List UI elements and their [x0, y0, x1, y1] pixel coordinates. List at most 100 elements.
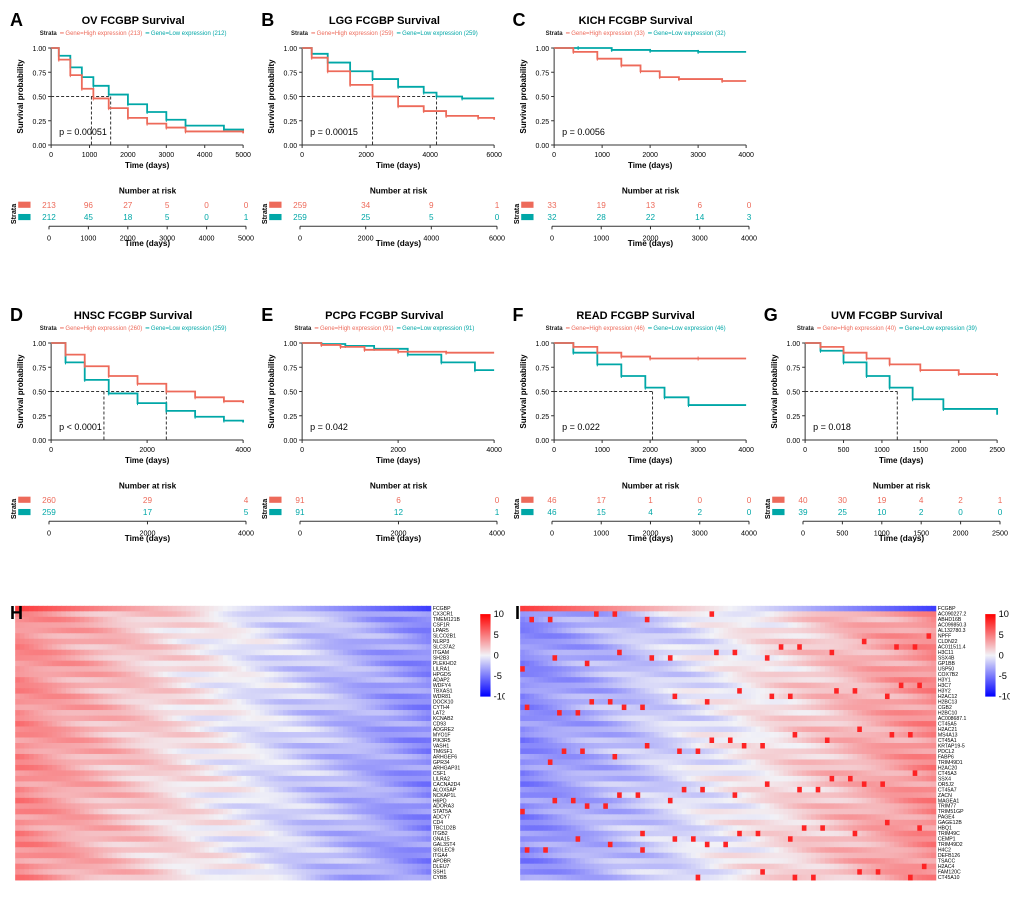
svg-text:0: 0 — [997, 508, 1002, 517]
svg-text:39: 39 — [798, 508, 808, 517]
svg-text:2000: 2000 — [139, 447, 155, 454]
km-panel-C: C KICH FCGBP Survival Strata ━ Gene=High… — [513, 10, 759, 300]
svg-text:0.00: 0.00 — [33, 438, 47, 445]
svg-text:4000: 4000 — [738, 447, 754, 454]
svg-text:Number at risk: Number at risk — [370, 481, 428, 490]
svg-text:18: 18 — [123, 213, 133, 222]
svg-text:0.25: 0.25 — [786, 414, 800, 421]
svg-text:0: 0 — [495, 496, 500, 505]
svg-text:Time (days): Time (days) — [376, 534, 422, 543]
svg-text:2000: 2000 — [120, 152, 136, 159]
svg-text:1000: 1000 — [594, 447, 610, 454]
svg-text:Time (days): Time (days) — [125, 534, 171, 543]
svg-text:Time (days): Time (days) — [879, 534, 925, 543]
svg-text:46: 46 — [547, 496, 557, 505]
panel-label: H — [10, 603, 23, 624]
km-curve: 0.00 0.25 0.50 0.75 1.00 0 2000 4000 p =… — [261, 335, 507, 465]
svg-text:6: 6 — [697, 201, 702, 210]
km-legend: Strata ━ Gene=High expression (260) ━ Ge… — [10, 325, 256, 332]
svg-text:0.50: 0.50 — [535, 95, 549, 102]
panel-label: A — [10, 10, 23, 31]
km-curve: 0.00 0.25 0.50 0.75 1.00 0 2000 4000 p <… — [10, 335, 256, 465]
svg-text:32: 32 — [547, 213, 557, 222]
svg-text:1000: 1000 — [82, 152, 98, 159]
svg-text:30: 30 — [838, 496, 848, 505]
svg-text:1500: 1500 — [912, 447, 928, 454]
svg-text:0.50: 0.50 — [33, 390, 47, 397]
svg-text:p = 0.042: p = 0.042 — [310, 422, 348, 432]
svg-text:1: 1 — [244, 213, 249, 222]
svg-text:Survival probability: Survival probability — [519, 354, 528, 429]
svg-text:19: 19 — [596, 201, 606, 210]
svg-text:25: 25 — [838, 508, 848, 517]
panel-label: I — [515, 603, 520, 624]
svg-text:Strata: Strata — [261, 498, 269, 519]
svg-text:260: 260 — [42, 496, 56, 505]
svg-text:3: 3 — [746, 213, 751, 222]
svg-text:4000: 4000 — [423, 152, 439, 159]
svg-text:0.50: 0.50 — [535, 390, 549, 397]
km-panel-G: G UVM FCGBP Survival Strata ━ Gene=High … — [764, 305, 1010, 595]
svg-text:17: 17 — [143, 508, 153, 517]
svg-text:Strata: Strata — [513, 498, 521, 519]
svg-text:15: 15 — [596, 508, 606, 517]
svg-text:1.00: 1.00 — [786, 341, 800, 348]
svg-text:Strata: Strata — [10, 203, 18, 224]
panel-label: G — [764, 305, 778, 326]
svg-text:3000: 3000 — [691, 530, 707, 538]
svg-text:Time (days): Time (days) — [376, 161, 421, 170]
km-legend: Strata ━ Gene=High expression (91) ━ Gen… — [261, 325, 507, 332]
panel-label: B — [261, 10, 274, 31]
svg-text:13: 13 — [645, 201, 655, 210]
heatmap: FCGBPCX3CR1TMEM121BCSF1RLPAR5SLCO2B1NLRP… — [10, 603, 505, 883]
svg-text:Strata: Strata — [513, 203, 521, 224]
svg-text:2: 2 — [697, 508, 702, 517]
km-legend: Strata ━ Gene=High expression (213) ━ Ge… — [10, 30, 256, 37]
svg-text:Survival probability: Survival probability — [519, 59, 528, 134]
svg-text:2000: 2000 — [359, 152, 375, 159]
svg-text:Time (days): Time (days) — [627, 456, 672, 465]
km-panel-F: F READ FCGBP Survival Strata ━ Gene=High… — [513, 305, 759, 595]
heatmap-panel-I: I FCGBPAC090227.2ABHD16BAC099850.3AL1327… — [515, 603, 1010, 888]
svg-text:96: 96 — [84, 201, 94, 210]
svg-text:0.75: 0.75 — [33, 365, 47, 372]
svg-text:2000: 2000 — [642, 152, 658, 159]
svg-text:1000: 1000 — [593, 530, 609, 538]
svg-text:5: 5 — [165, 213, 170, 222]
svg-text:Number at risk: Number at risk — [119, 186, 177, 195]
risk-table: Number at risk Strata 46461715140200 0 1… — [513, 470, 759, 550]
svg-text:3000: 3000 — [159, 152, 175, 159]
svg-text:Strata: Strata — [764, 498, 772, 519]
svg-text:0.75: 0.75 — [535, 70, 549, 77]
svg-text:4: 4 — [648, 508, 653, 517]
svg-text:4: 4 — [919, 496, 924, 505]
svg-text:0: 0 — [300, 152, 304, 159]
svg-text:Time (days): Time (days) — [879, 456, 924, 465]
km-curve: 0.00 0.25 0.50 0.75 1.00 0 1000 2000 300… — [10, 40, 256, 170]
svg-text:Time (days): Time (days) — [376, 456, 421, 465]
svg-text:6000: 6000 — [489, 235, 505, 243]
svg-text:25: 25 — [361, 213, 371, 222]
svg-text:0: 0 — [47, 530, 51, 538]
svg-text:0.25: 0.25 — [535, 414, 549, 421]
svg-text:2000: 2000 — [951, 447, 967, 454]
svg-text:0.00: 0.00 — [535, 143, 549, 150]
km-curve: 0.00 0.25 0.50 0.75 1.00 0 2000 4000 600… — [261, 40, 507, 170]
svg-text:2000: 2000 — [391, 447, 407, 454]
svg-text:0.50: 0.50 — [33, 95, 47, 102]
panel-label: F — [513, 305, 524, 326]
svg-text:500: 500 — [837, 447, 849, 454]
km-title: LGG FCGBP Survival — [261, 15, 507, 27]
svg-text:1.00: 1.00 — [284, 341, 298, 348]
svg-text:0: 0 — [801, 530, 805, 538]
svg-text:0: 0 — [549, 235, 553, 243]
svg-text:Survival probability: Survival probability — [16, 354, 25, 429]
svg-text:0: 0 — [746, 508, 751, 517]
svg-text:0.00: 0.00 — [284, 438, 298, 445]
km-curve: 0.00 0.25 0.50 0.75 1.00 0 1000 2000 300… — [513, 40, 759, 170]
svg-text:Number at risk: Number at risk — [621, 186, 679, 195]
svg-text:1.00: 1.00 — [33, 46, 47, 53]
svg-text:0.25: 0.25 — [284, 414, 298, 421]
svg-text:1.00: 1.00 — [33, 341, 47, 348]
svg-text:0.75: 0.75 — [786, 365, 800, 372]
